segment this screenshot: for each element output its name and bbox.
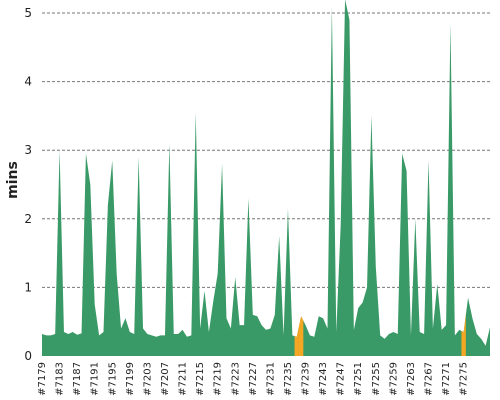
x-tick-label: #7215 (195, 362, 206, 396)
y-axis-tick-labels: 0 1 2 3 4 5 (24, 6, 32, 363)
x-tick-label: #7275 (459, 362, 470, 396)
x-tick-label: #7179 (37, 362, 48, 396)
highlighted-build-segment (294, 326, 299, 356)
y-tick-label: 1 (24, 280, 32, 294)
x-tick-label: #7247 (336, 362, 347, 396)
x-axis-tick-labels: #7179 #7183 #7187 #7191 #7195 #7199 #7203 #7207… (37, 362, 470, 396)
x-tick-label: #7223 (230, 362, 241, 396)
x-tick-label: #7207 (160, 362, 171, 396)
x-tick-label: #7263 (406, 362, 417, 396)
highlighted-build-segment (461, 314, 466, 356)
y-tick-label: 0 (24, 349, 32, 363)
x-tick-label: #7219 (213, 362, 224, 396)
y-axis-label: mins (5, 161, 21, 199)
y-tick-label: 4 (24, 75, 32, 89)
x-tick-label: #7227 (248, 362, 259, 396)
x-tick-label: #7271 (441, 362, 452, 396)
duration-area-series (42, 0, 490, 356)
x-tick-label: #7243 (318, 362, 329, 396)
x-tick-label: #7211 (178, 362, 189, 396)
x-tick-label: #7203 (142, 362, 153, 396)
x-tick-label: #7235 (283, 362, 294, 396)
highlighted-build-segment (298, 316, 304, 356)
x-tick-label: #7231 (265, 362, 276, 396)
x-tick-label: #7255 (371, 362, 382, 396)
x-tick-label: #7187 (72, 362, 83, 396)
x-tick-label: #7239 (301, 362, 312, 396)
y-tick-label: 2 (24, 212, 32, 226)
failed-build-highlights (294, 314, 466, 356)
x-tick-label: #7267 (424, 362, 435, 396)
x-tick-label: #7199 (125, 362, 136, 396)
duration-area (42, 0, 490, 356)
x-tick-label: #7191 (90, 362, 101, 396)
y-tick-label: 3 (24, 143, 32, 157)
x-tick-label: #7259 (388, 362, 399, 396)
x-tick-label: #7195 (107, 362, 118, 396)
x-tick-label: #7183 (55, 362, 66, 396)
x-tick-label: #7251 (353, 362, 364, 396)
y-tick-label: 5 (24, 6, 32, 20)
